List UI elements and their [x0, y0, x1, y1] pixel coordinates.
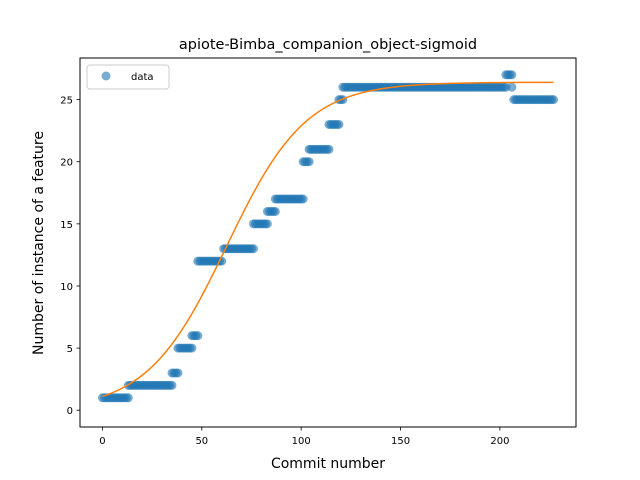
data-point: [507, 82, 517, 92]
legend-marker: [101, 71, 111, 81]
data-point: [324, 144, 334, 154]
legend-box: [86, 64, 170, 90]
x-tick-label: 0: [99, 436, 105, 447]
data-point: [217, 256, 227, 266]
x-tick-label: 100: [292, 436, 311, 447]
data-point: [193, 331, 203, 341]
y-tick-label: 20: [60, 158, 73, 169]
x-tick-label: 150: [391, 436, 410, 447]
data-point: [270, 206, 280, 216]
y-tick-label: 15: [60, 220, 73, 231]
data-point: [549, 95, 559, 105]
data-point: [507, 70, 517, 80]
data-point: [167, 380, 177, 390]
y-tick-label: 0: [67, 406, 73, 417]
y-tick-label: 5: [67, 344, 73, 355]
data-point: [304, 157, 314, 167]
data-point: [298, 194, 308, 204]
y-tick-label: 10: [60, 282, 73, 293]
chart-title: apiote-Bimba_companion_object-sigmoid: [179, 37, 477, 53]
data-point: [334, 119, 344, 129]
x-tick-label: 200: [490, 436, 509, 447]
data-point: [262, 219, 272, 229]
plot-area: [97, 70, 559, 403]
legend-label-data: data: [131, 72, 154, 83]
plot-frame: [79, 57, 577, 428]
data-point: [248, 244, 258, 254]
data-point: [173, 368, 183, 378]
x-axis-label: Commit number: [271, 456, 385, 472]
y-axis-label: Number of instance of a feature: [31, 131, 47, 355]
legend: data: [86, 64, 170, 90]
y-axis: 0 5 10 15 20 25: [60, 96, 80, 417]
sigmoid-fit-line: [102, 81, 554, 398]
data-point: [187, 343, 197, 353]
x-tick-label: 50: [195, 436, 208, 447]
x-axis: 0 50 100 150 200: [99, 427, 509, 447]
y-tick-label: 25: [60, 96, 73, 107]
data-point: [123, 393, 133, 403]
